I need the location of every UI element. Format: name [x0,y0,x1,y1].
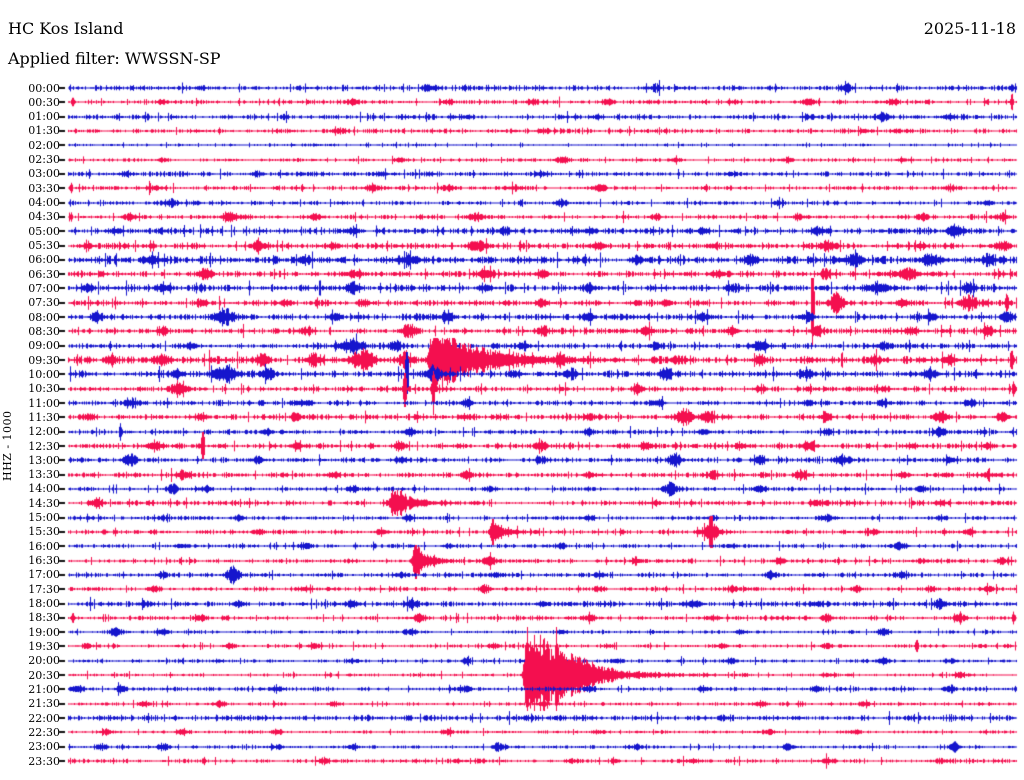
channel-scale-label: HHZ - 1000 [1,410,14,482]
filter-label: Applied filter: WWSSN-SP [8,49,221,68]
station-title: HC Kos Island [8,19,124,38]
date-label: 2025-11-18 [923,19,1016,38]
